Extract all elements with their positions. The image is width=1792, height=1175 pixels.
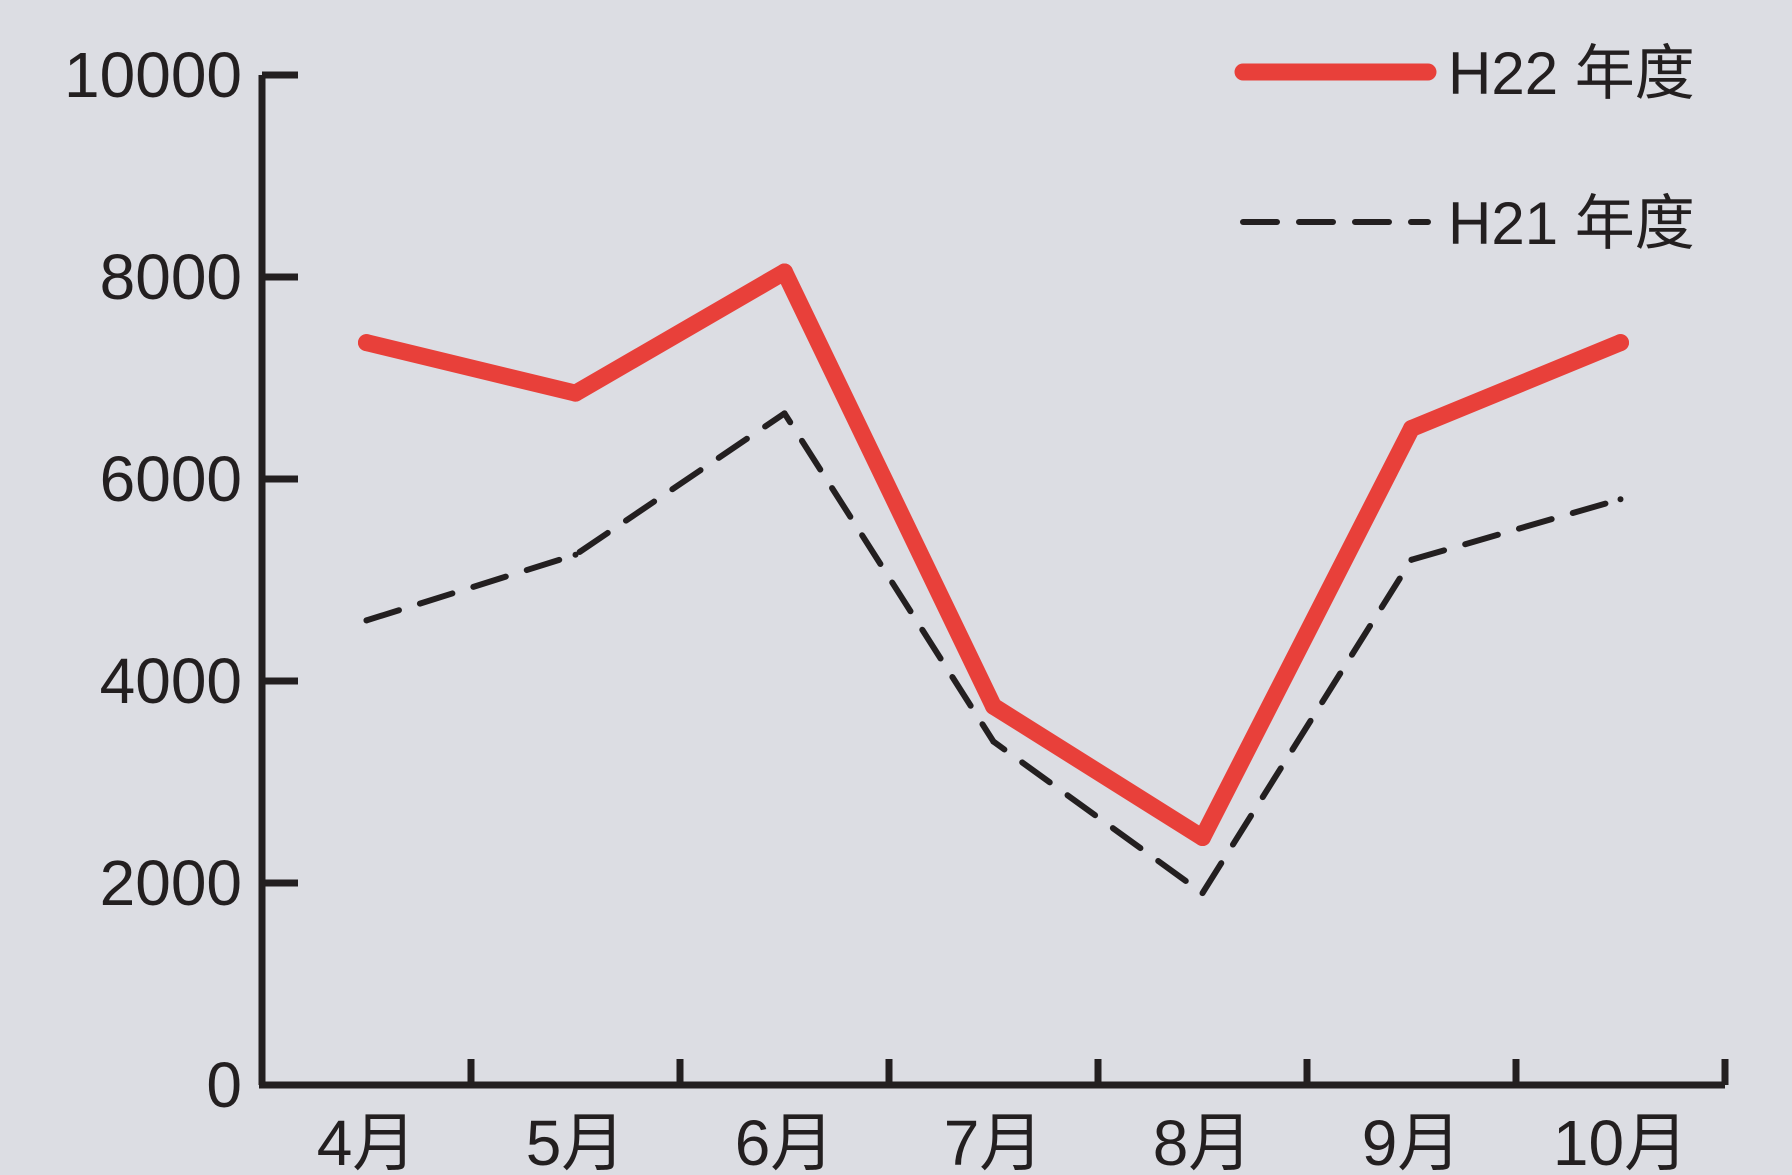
data-point [1617,496,1624,503]
data-point [776,263,793,281]
y-tick-label: 0 [206,1049,242,1121]
y-tick-label: 4000 [100,645,242,717]
x-tick-label: 4月 [317,1107,417,1175]
data-point [985,697,1002,715]
x-tick-label: 10月 [1553,1107,1688,1175]
data-point [567,384,584,402]
data-point [572,551,579,558]
data-point [1194,829,1211,847]
x-tick-label: 8月 [1153,1107,1253,1175]
series-1 [363,410,1624,897]
legend: H22 年度 H21 年度 [1234,40,1695,257]
y-tick-label: 10000 [64,39,242,111]
data-point [358,334,375,352]
legend-label: H22 年度 [1448,40,1695,107]
legend-item: H21 年度 [1240,190,1695,257]
y-tick-label: 8000 [100,241,242,313]
legend-label: H21 年度 [1448,190,1695,257]
series-0 [358,263,1629,847]
data-point [781,410,788,417]
data-point [1403,420,1420,437]
data-point [1199,890,1206,897]
x-tick-label: 6月 [735,1107,835,1175]
legend-item: H22 年度 [1234,40,1695,107]
data-point [990,738,997,745]
y-tick-label: 6000 [100,443,242,515]
series-layer [358,263,1629,897]
axis-ticks: 0 2000 4000 6000 8000 10000 4月 5月 6月 7月 8月 9月 10月 [64,39,1729,1175]
data-point [1612,334,1629,352]
y-tick-label: 2000 [100,847,242,919]
data-point [363,617,370,624]
x-tick-label: 9月 [1362,1107,1462,1175]
x-tick-label: 5月 [526,1107,626,1175]
x-tick-label: 7月 [944,1107,1044,1175]
axes [258,75,1725,1089]
data-point [1408,556,1415,563]
